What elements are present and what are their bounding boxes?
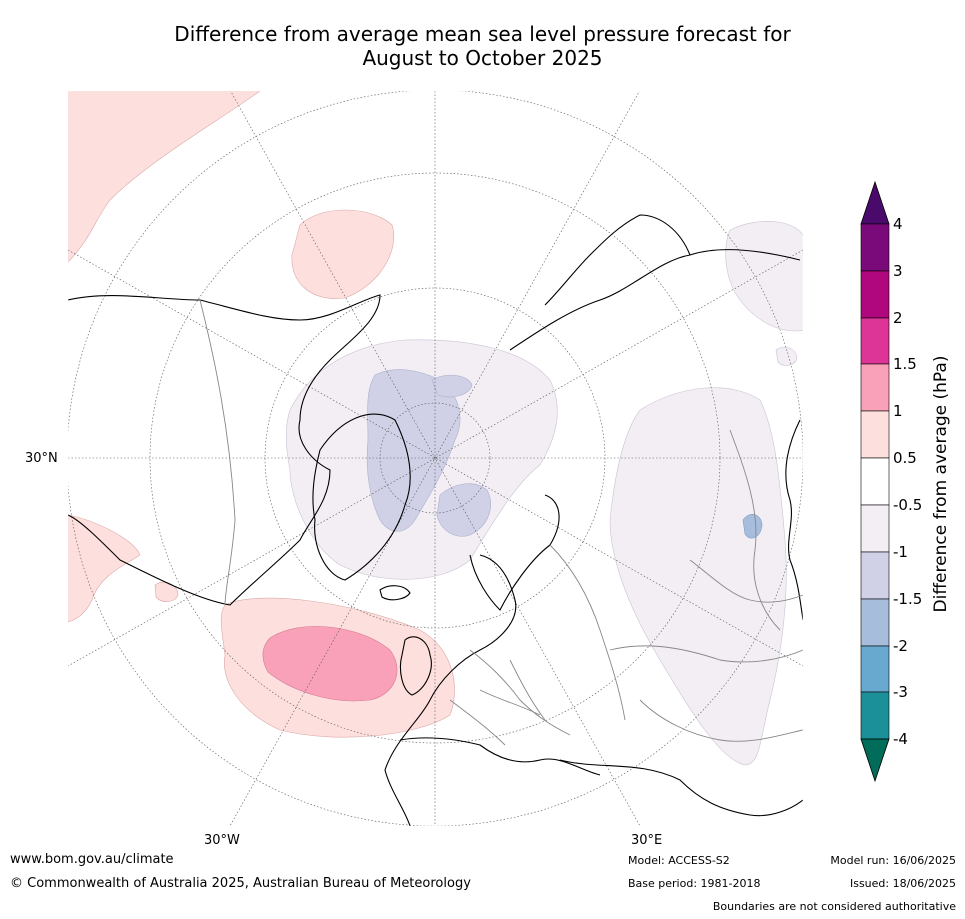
anomaly-area-pos-canada	[291, 209, 394, 299]
colorbar-tick: -2	[893, 637, 908, 655]
coastline-mediterranean	[399, 737, 601, 776]
colorbar-extend-bottom	[860, 738, 890, 783]
country-borders	[199, 299, 803, 746]
meridian-b	[229, 91, 640, 826]
colorbar-band-m3-m2	[860, 645, 890, 693]
colorbar-tick: 4	[893, 215, 903, 233]
border-russia-mongolia	[689, 559, 803, 603]
map-frame	[67, 90, 804, 827]
footer-disclaimer: Boundaries are not considered authoritat…	[712, 900, 956, 913]
coastline-north-america	[68, 294, 381, 606]
coastline-siberia-north	[509, 249, 801, 351]
border-europe-2	[479, 689, 541, 716]
anomaly-area-neg-siberia	[609, 387, 787, 766]
border-canada-usa	[199, 299, 236, 606]
anomaly-shading	[68, 91, 803, 766]
anomaly-area-pos-top-left	[68, 91, 261, 263]
colorbar-tick: -0.5	[893, 496, 923, 514]
coastline-iceland	[379, 585, 411, 601]
label-30e: 30°E	[631, 833, 663, 848]
colorbar-band-m1.5-m1	[860, 551, 890, 600]
coastline-europe	[384, 554, 517, 826]
colorbar-tick: 2	[893, 309, 903, 327]
border-europe-1	[469, 649, 571, 736]
meridian-c	[68, 249, 803, 667]
border-europe-3	[449, 699, 506, 746]
coastline-british-isles	[399, 636, 432, 696]
coastline-middle-east	[559, 759, 803, 817]
title-line-1: Difference from average mean sea level p…	[174, 22, 791, 46]
colorbar	[860, 180, 890, 783]
border-russia-west	[549, 544, 626, 721]
border-russia-china	[729, 429, 781, 631]
meridian-d	[68, 249, 803, 667]
coastline-scandinavia	[469, 494, 560, 611]
colorbar-band-2-3	[860, 270, 890, 319]
colorbar-extend-top	[860, 180, 890, 225]
footer-copyright: © Commonwealth of Australia 2025, Austra…	[10, 876, 471, 891]
footer-website: www.bom.gov.au/climate	[10, 852, 174, 867]
colorbar-tick: -4	[893, 730, 908, 748]
colorbar-band-1-1.5	[860, 363, 890, 412]
colorbar-tick: 3	[893, 262, 903, 280]
coastline-asia-east	[785, 419, 803, 621]
colorbar-band-m1-m0.5	[860, 504, 890, 553]
colorbar-band-m2-m1.5	[860, 598, 890, 647]
border-asia-1	[639, 699, 803, 742]
colorbar-tick: 0.5	[893, 449, 917, 467]
colorbar-band-0.5-1	[860, 410, 890, 459]
colorbar-band-3-4	[860, 223, 890, 272]
footer-issued: Issued: 18/06/2025	[849, 877, 956, 890]
colorbar-tick: -1.5	[893, 590, 923, 608]
coastline-russia-east	[544, 214, 691, 306]
footer-model: Model: ACCESS-S2	[628, 854, 730, 867]
colorbar-tick: -1	[893, 543, 908, 561]
colorbar-tick: -3	[893, 683, 908, 701]
colorbar-title: Difference from average (hPa)	[931, 355, 951, 613]
anomaly-area-neg-arctic-north	[431, 374, 473, 398]
colorbar-band-neutral	[860, 457, 890, 506]
border-russia-kazakhstan	[609, 645, 803, 663]
map-panel	[68, 91, 803, 826]
anomaly-area-pos-strong-atlantic	[262, 626, 398, 702]
colorbar-tick: 1	[893, 402, 903, 420]
label-30w: 30°W	[204, 833, 240, 848]
footer-model-run: Model run: 16/06/2025	[830, 854, 956, 867]
anomaly-area-neg-far-east	[725, 220, 803, 332]
map-title: Difference from average mean sea level p…	[0, 22, 965, 70]
label-30n: 30°N	[25, 451, 58, 466]
colorbar-band-1.5-2	[860, 317, 890, 365]
anomaly-area-neg-baikal	[742, 514, 763, 539]
footer-base-period: Base period: 1981-2018	[628, 877, 761, 890]
coastlines	[68, 214, 803, 826]
anomaly-area-neg-small-east	[775, 346, 798, 366]
coastline-greenland	[312, 413, 411, 581]
title-line-2: August to October 2025	[362, 46, 603, 70]
anomaly-area-pos-pacific	[68, 514, 141, 623]
colorbar-tick: 1.5	[893, 355, 917, 373]
border-europe-4	[509, 659, 546, 721]
colorbar-band-m4-m3	[860, 691, 890, 740]
graticule	[68, 91, 803, 826]
